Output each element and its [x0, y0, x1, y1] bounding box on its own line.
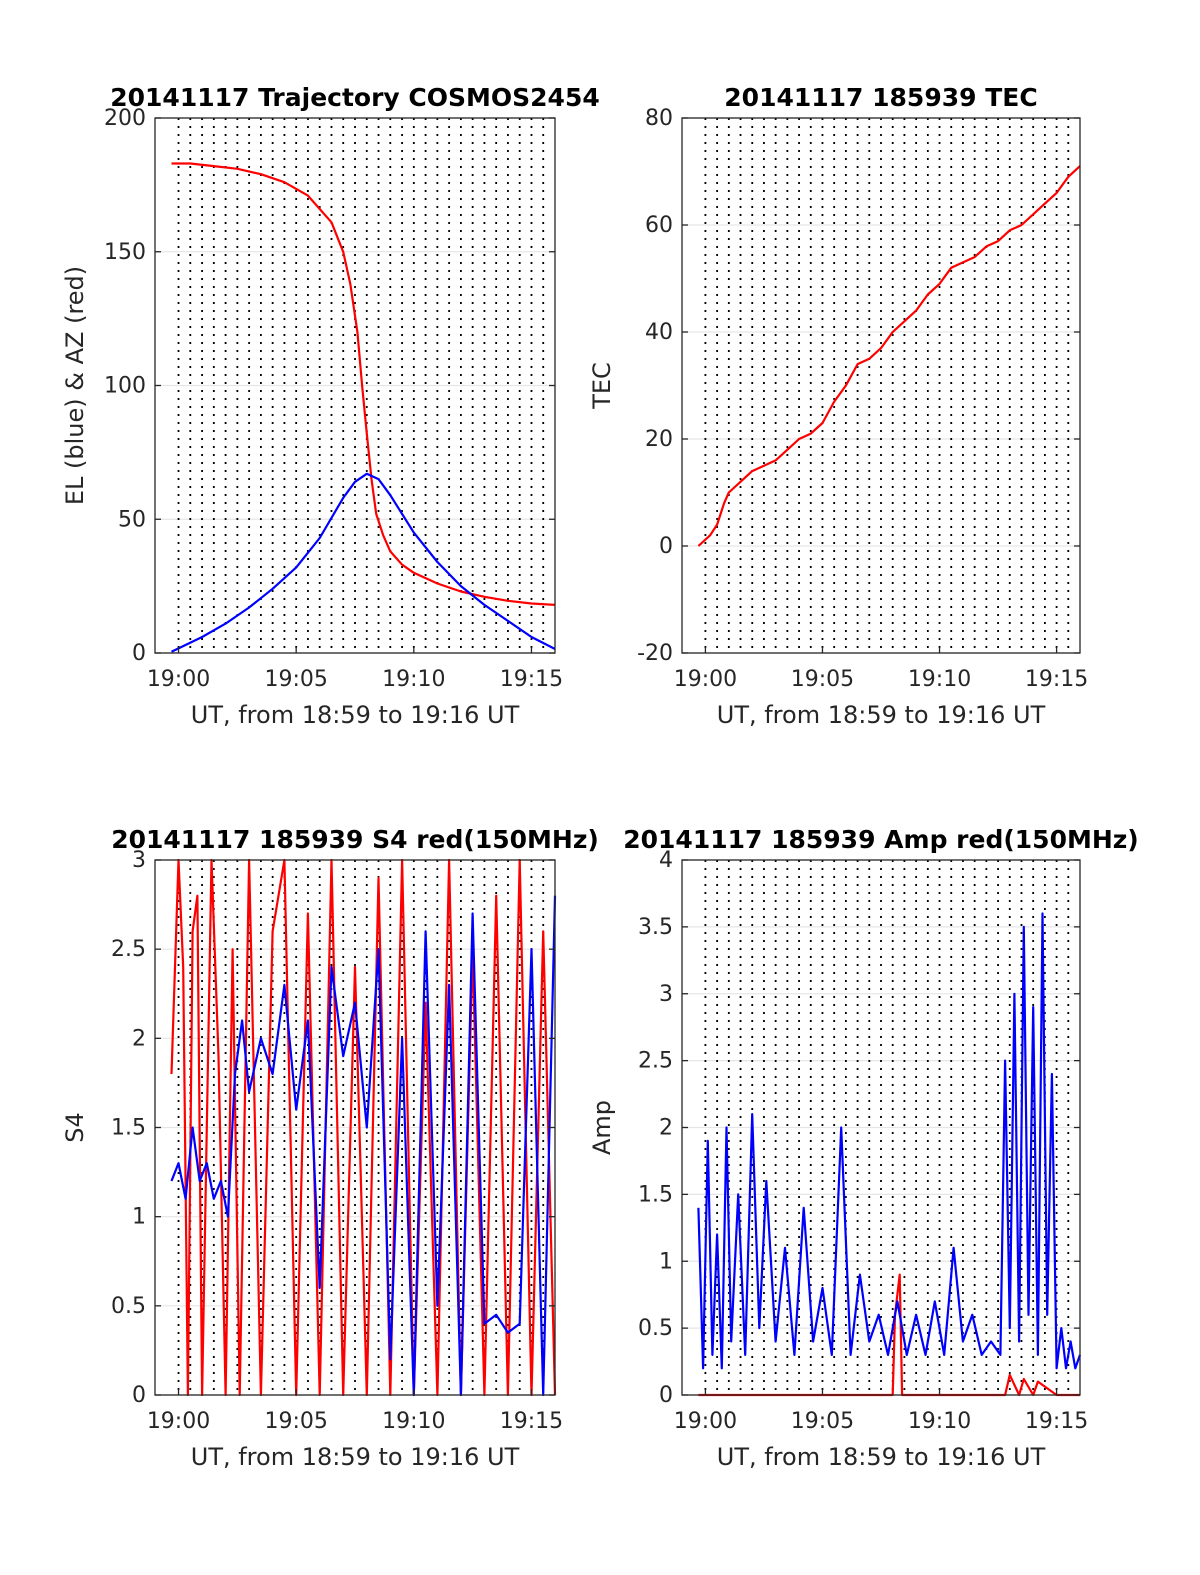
- y-tick-label: 0.5: [111, 1294, 146, 1319]
- y-tick-label: 2.5: [111, 937, 146, 962]
- y-tick-label: 40: [645, 320, 673, 345]
- x-tick-label: 19:00: [147, 667, 210, 692]
- series-line-0: [697, 165, 1081, 547]
- x-tick-label: 19:10: [908, 1409, 971, 1434]
- x-tick-label: 19:15: [500, 667, 563, 692]
- x-tick-label: 19:05: [264, 667, 327, 692]
- trajectory-panel: 0 50 100 150 200 19:00 19:05 19:10 19:15 20141117…: [61, 83, 600, 729]
- y-tick-label: 3: [132, 848, 146, 873]
- x-tick-label: 19:00: [147, 1409, 210, 1434]
- y-tick-label: 0: [132, 641, 146, 666]
- x-axis-label: UT, from 18:59 to 19:16 UT: [191, 1443, 520, 1471]
- amp-panel: 0 0.5 1 1.5 2 2.5 3 3.5 4 19:00 19:05 19:10 19:15 201…: [588, 825, 1139, 1471]
- series-line-1: [170, 895, 557, 1397]
- tec-panel: -20 0 20 40 60 80 19:00 19:05 19:10 19:15 20141117…: [588, 83, 1088, 729]
- y-tick-label: 80: [645, 106, 673, 131]
- y-tick-label: 0.5: [638, 1316, 673, 1341]
- y-tick-label: 200: [104, 106, 146, 131]
- y-tick-label: 3: [659, 982, 673, 1007]
- y-tick-label: 0: [659, 534, 673, 559]
- x-axis-label: UT, from 18:59 to 19:16 UT: [717, 1443, 1046, 1471]
- y-axis-label: Amp: [588, 1100, 616, 1155]
- y-axis-label: S4: [61, 1112, 89, 1143]
- x-tick-label: 19:05: [264, 1409, 327, 1434]
- s4-panel: 0 0.5 1 1.5 2 2.5 3 19:00 19:05 19:10 19:15 2014111…: [61, 825, 599, 1471]
- y-tick-label: 2: [659, 1116, 673, 1141]
- y-tick-label: 100: [104, 374, 146, 399]
- y-tick-label: 2.5: [638, 1049, 673, 1074]
- chart-title: 20141117 185939 S4 red(150MHz): [111, 825, 599, 854]
- y-tick-label: 2: [132, 1026, 146, 1051]
- y-tick-label: 0: [659, 1383, 673, 1408]
- y-tick-label: 4: [659, 848, 673, 873]
- series-line-0: [698, 1273, 1080, 1397]
- plot-frame: [681, 117, 1081, 654]
- x-tick-label: 19:10: [382, 667, 445, 692]
- x-tick-label: 19:00: [674, 667, 737, 692]
- x-tick-label: 19:05: [791, 1409, 854, 1434]
- y-tick-label: 1.5: [638, 1182, 673, 1207]
- y-tick-label: 20: [645, 427, 673, 452]
- y-tick-label: 50: [118, 507, 146, 532]
- y-tick-label: 150: [104, 240, 146, 265]
- y-tick-label: 1.5: [111, 1116, 146, 1141]
- series-line-0: [171, 162, 556, 606]
- x-tick-label: 19:10: [908, 667, 971, 692]
- x-tick-label: 19:00: [674, 1409, 737, 1434]
- x-axis-label: UT, from 18:59 to 19:16 UT: [191, 701, 520, 729]
- x-tick-label: 19:15: [1025, 667, 1088, 692]
- y-tick-label: 3.5: [638, 915, 673, 940]
- x-tick-label: 19:15: [1025, 1409, 1088, 1434]
- x-axis-label: UT, from 18:59 to 19:16 UT: [717, 701, 1046, 729]
- y-tick-label: 0: [132, 1383, 146, 1408]
- x-tick-label: 19:15: [500, 1409, 563, 1434]
- y-axis-label: EL (blue) & AZ (red): [61, 266, 89, 505]
- x-tick-label: 19:10: [382, 1409, 445, 1434]
- y-tick-label: -20: [637, 641, 673, 666]
- y-tick-label: 1: [659, 1249, 673, 1274]
- chart-title: 20141117 185939 TEC: [724, 83, 1037, 112]
- series-line-1: [171, 472, 556, 653]
- y-axis-label: TEC: [588, 362, 616, 410]
- y-tick-label: 60: [645, 213, 673, 238]
- y-tick-label: 1: [132, 1205, 146, 1230]
- series-line-1: [697, 912, 1082, 1370]
- x-tick-label: 19:05: [791, 667, 854, 692]
- chart-title: 20141117 185939 Amp red(150MHz): [623, 825, 1139, 854]
- chart-title: 20141117 Trajectory COSMOS2454: [110, 83, 600, 112]
